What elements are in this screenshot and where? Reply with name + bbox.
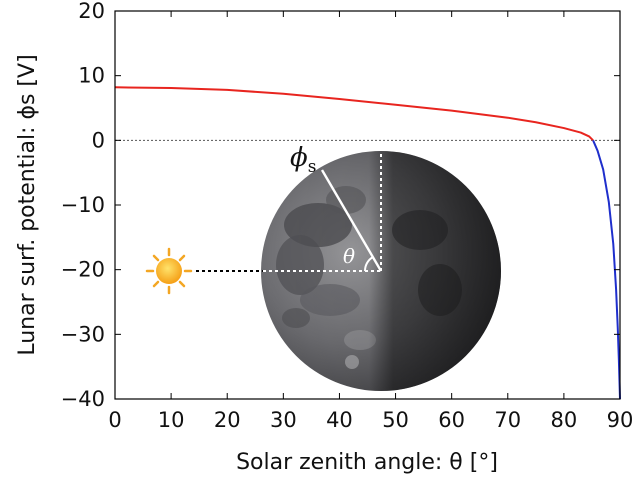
x-tick-label: 70 <box>494 408 521 432</box>
series-layer <box>114 86 621 400</box>
y-axis-ticks: 20 10 0 −10 −20 −30 −40 <box>61 0 620 411</box>
theta-arc <box>363 256 374 272</box>
theta-label: θ <box>343 244 355 268</box>
x-tick-label: 20 <box>214 408 241 432</box>
y-tick-label: −30 <box>61 322 105 346</box>
surface-normal-line <box>320 169 383 272</box>
x-axis-ticks: 0 10 20 30 40 50 60 70 80 90 <box>108 11 633 432</box>
x-tick-label: 50 <box>382 408 409 432</box>
series-line-2 <box>592 139 621 400</box>
sun-icon <box>145 247 193 295</box>
x-tick-label: 30 <box>270 408 297 432</box>
y-tick-label: −10 <box>61 193 105 217</box>
x-tick-label: 80 <box>551 408 578 432</box>
x-axis-title: Solar zenith angle: θ [°] <box>236 450 498 475</box>
y-tick-label: 10 <box>78 64 105 88</box>
y-tick-label: −20 <box>61 258 105 282</box>
x-tick-label: 60 <box>438 408 465 432</box>
series-line-1 <box>114 86 594 142</box>
y-tick-label: −40 <box>61 387 105 411</box>
x-tick-label: 40 <box>326 408 353 432</box>
x-tick-label: 90 <box>607 408 634 432</box>
y-tick-label: 0 <box>92 128 105 152</box>
y-axis-title: Lunar surf. potential: ϕs [V] <box>15 54 40 355</box>
x-tick-label: 10 <box>158 408 185 432</box>
x-tick-label: 0 <box>108 408 121 432</box>
phi-label: ϕs <box>290 143 316 177</box>
y-tick-label: 20 <box>78 0 105 23</box>
